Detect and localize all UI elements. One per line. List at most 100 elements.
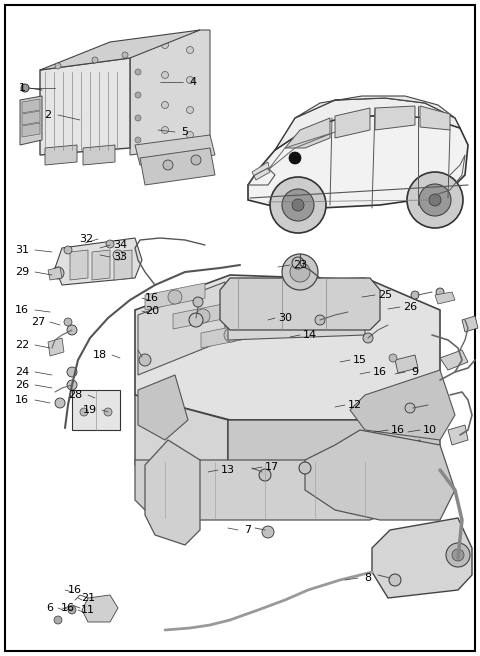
Circle shape [55, 63, 61, 69]
Circle shape [292, 257, 304, 269]
Polygon shape [135, 395, 228, 490]
Circle shape [299, 462, 311, 474]
Circle shape [64, 318, 72, 326]
Text: 16: 16 [15, 305, 29, 315]
Circle shape [262, 526, 274, 538]
Text: 23: 23 [293, 260, 307, 270]
Polygon shape [295, 96, 455, 118]
Polygon shape [448, 425, 468, 445]
Circle shape [187, 131, 193, 138]
Circle shape [67, 380, 77, 390]
Polygon shape [130, 30, 210, 155]
Polygon shape [375, 106, 415, 130]
Polygon shape [275, 98, 460, 150]
Circle shape [168, 290, 182, 304]
Circle shape [429, 194, 441, 206]
Text: 17: 17 [265, 462, 279, 472]
Circle shape [419, 184, 451, 216]
Circle shape [135, 69, 141, 75]
Circle shape [271, 299, 289, 317]
Polygon shape [22, 123, 40, 137]
Circle shape [405, 403, 415, 413]
Polygon shape [248, 115, 468, 208]
Text: 10: 10 [423, 425, 437, 435]
Circle shape [161, 41, 168, 49]
Circle shape [289, 152, 301, 164]
Text: 26: 26 [15, 380, 29, 390]
Text: 30: 30 [278, 313, 292, 323]
Polygon shape [48, 338, 64, 356]
Polygon shape [305, 430, 455, 520]
Circle shape [224, 328, 238, 342]
Text: 9: 9 [411, 367, 419, 377]
Polygon shape [114, 250, 132, 280]
Text: 13: 13 [221, 465, 235, 475]
Text: 33: 33 [113, 252, 127, 262]
Circle shape [122, 52, 128, 58]
Text: 18: 18 [93, 350, 107, 360]
Text: 25: 25 [378, 290, 392, 300]
Polygon shape [285, 118, 330, 148]
Circle shape [113, 250, 123, 260]
Polygon shape [22, 111, 40, 125]
Circle shape [135, 137, 141, 143]
Circle shape [67, 325, 77, 335]
Polygon shape [335, 108, 370, 138]
Polygon shape [220, 278, 380, 330]
Polygon shape [55, 238, 142, 285]
Polygon shape [420, 106, 450, 130]
Circle shape [292, 199, 304, 211]
Text: 7: 7 [244, 525, 252, 535]
Circle shape [104, 408, 112, 416]
Circle shape [270, 177, 326, 233]
Polygon shape [82, 595, 118, 622]
Polygon shape [48, 267, 62, 280]
Circle shape [64, 246, 72, 254]
Circle shape [389, 354, 397, 362]
Circle shape [407, 172, 463, 228]
Circle shape [139, 354, 151, 366]
Circle shape [161, 127, 168, 134]
Text: 24: 24 [15, 367, 29, 377]
Polygon shape [201, 321, 261, 348]
Text: 4: 4 [190, 77, 197, 87]
Polygon shape [395, 355, 418, 373]
Text: 14: 14 [303, 330, 317, 340]
Circle shape [411, 291, 419, 299]
Text: 21: 21 [81, 593, 95, 603]
Polygon shape [372, 518, 472, 598]
Circle shape [196, 309, 210, 323]
Polygon shape [70, 250, 88, 280]
Polygon shape [228, 278, 365, 340]
Circle shape [187, 47, 193, 54]
Text: 16: 16 [391, 425, 405, 435]
Text: 12: 12 [348, 400, 362, 410]
Text: 22: 22 [15, 340, 29, 350]
Circle shape [446, 543, 470, 567]
Polygon shape [92, 250, 110, 280]
Polygon shape [138, 375, 188, 440]
Circle shape [187, 106, 193, 113]
Polygon shape [135, 135, 215, 165]
Polygon shape [135, 275, 440, 420]
Text: 16: 16 [15, 395, 29, 405]
Circle shape [135, 115, 141, 121]
Text: 11: 11 [81, 605, 95, 615]
Text: 16: 16 [373, 367, 387, 377]
Polygon shape [83, 145, 115, 165]
Polygon shape [145, 440, 200, 545]
Circle shape [229, 296, 247, 314]
Circle shape [67, 367, 77, 377]
Circle shape [161, 72, 168, 79]
Circle shape [55, 398, 65, 408]
Text: 16: 16 [61, 603, 75, 613]
Text: 16: 16 [68, 585, 82, 595]
Circle shape [193, 297, 203, 307]
Polygon shape [40, 58, 130, 155]
Text: 15: 15 [353, 355, 367, 365]
Polygon shape [135, 440, 420, 520]
Bar [72, 390, 120, 430]
Circle shape [161, 102, 168, 108]
Text: 6: 6 [47, 603, 53, 613]
Polygon shape [228, 395, 440, 490]
